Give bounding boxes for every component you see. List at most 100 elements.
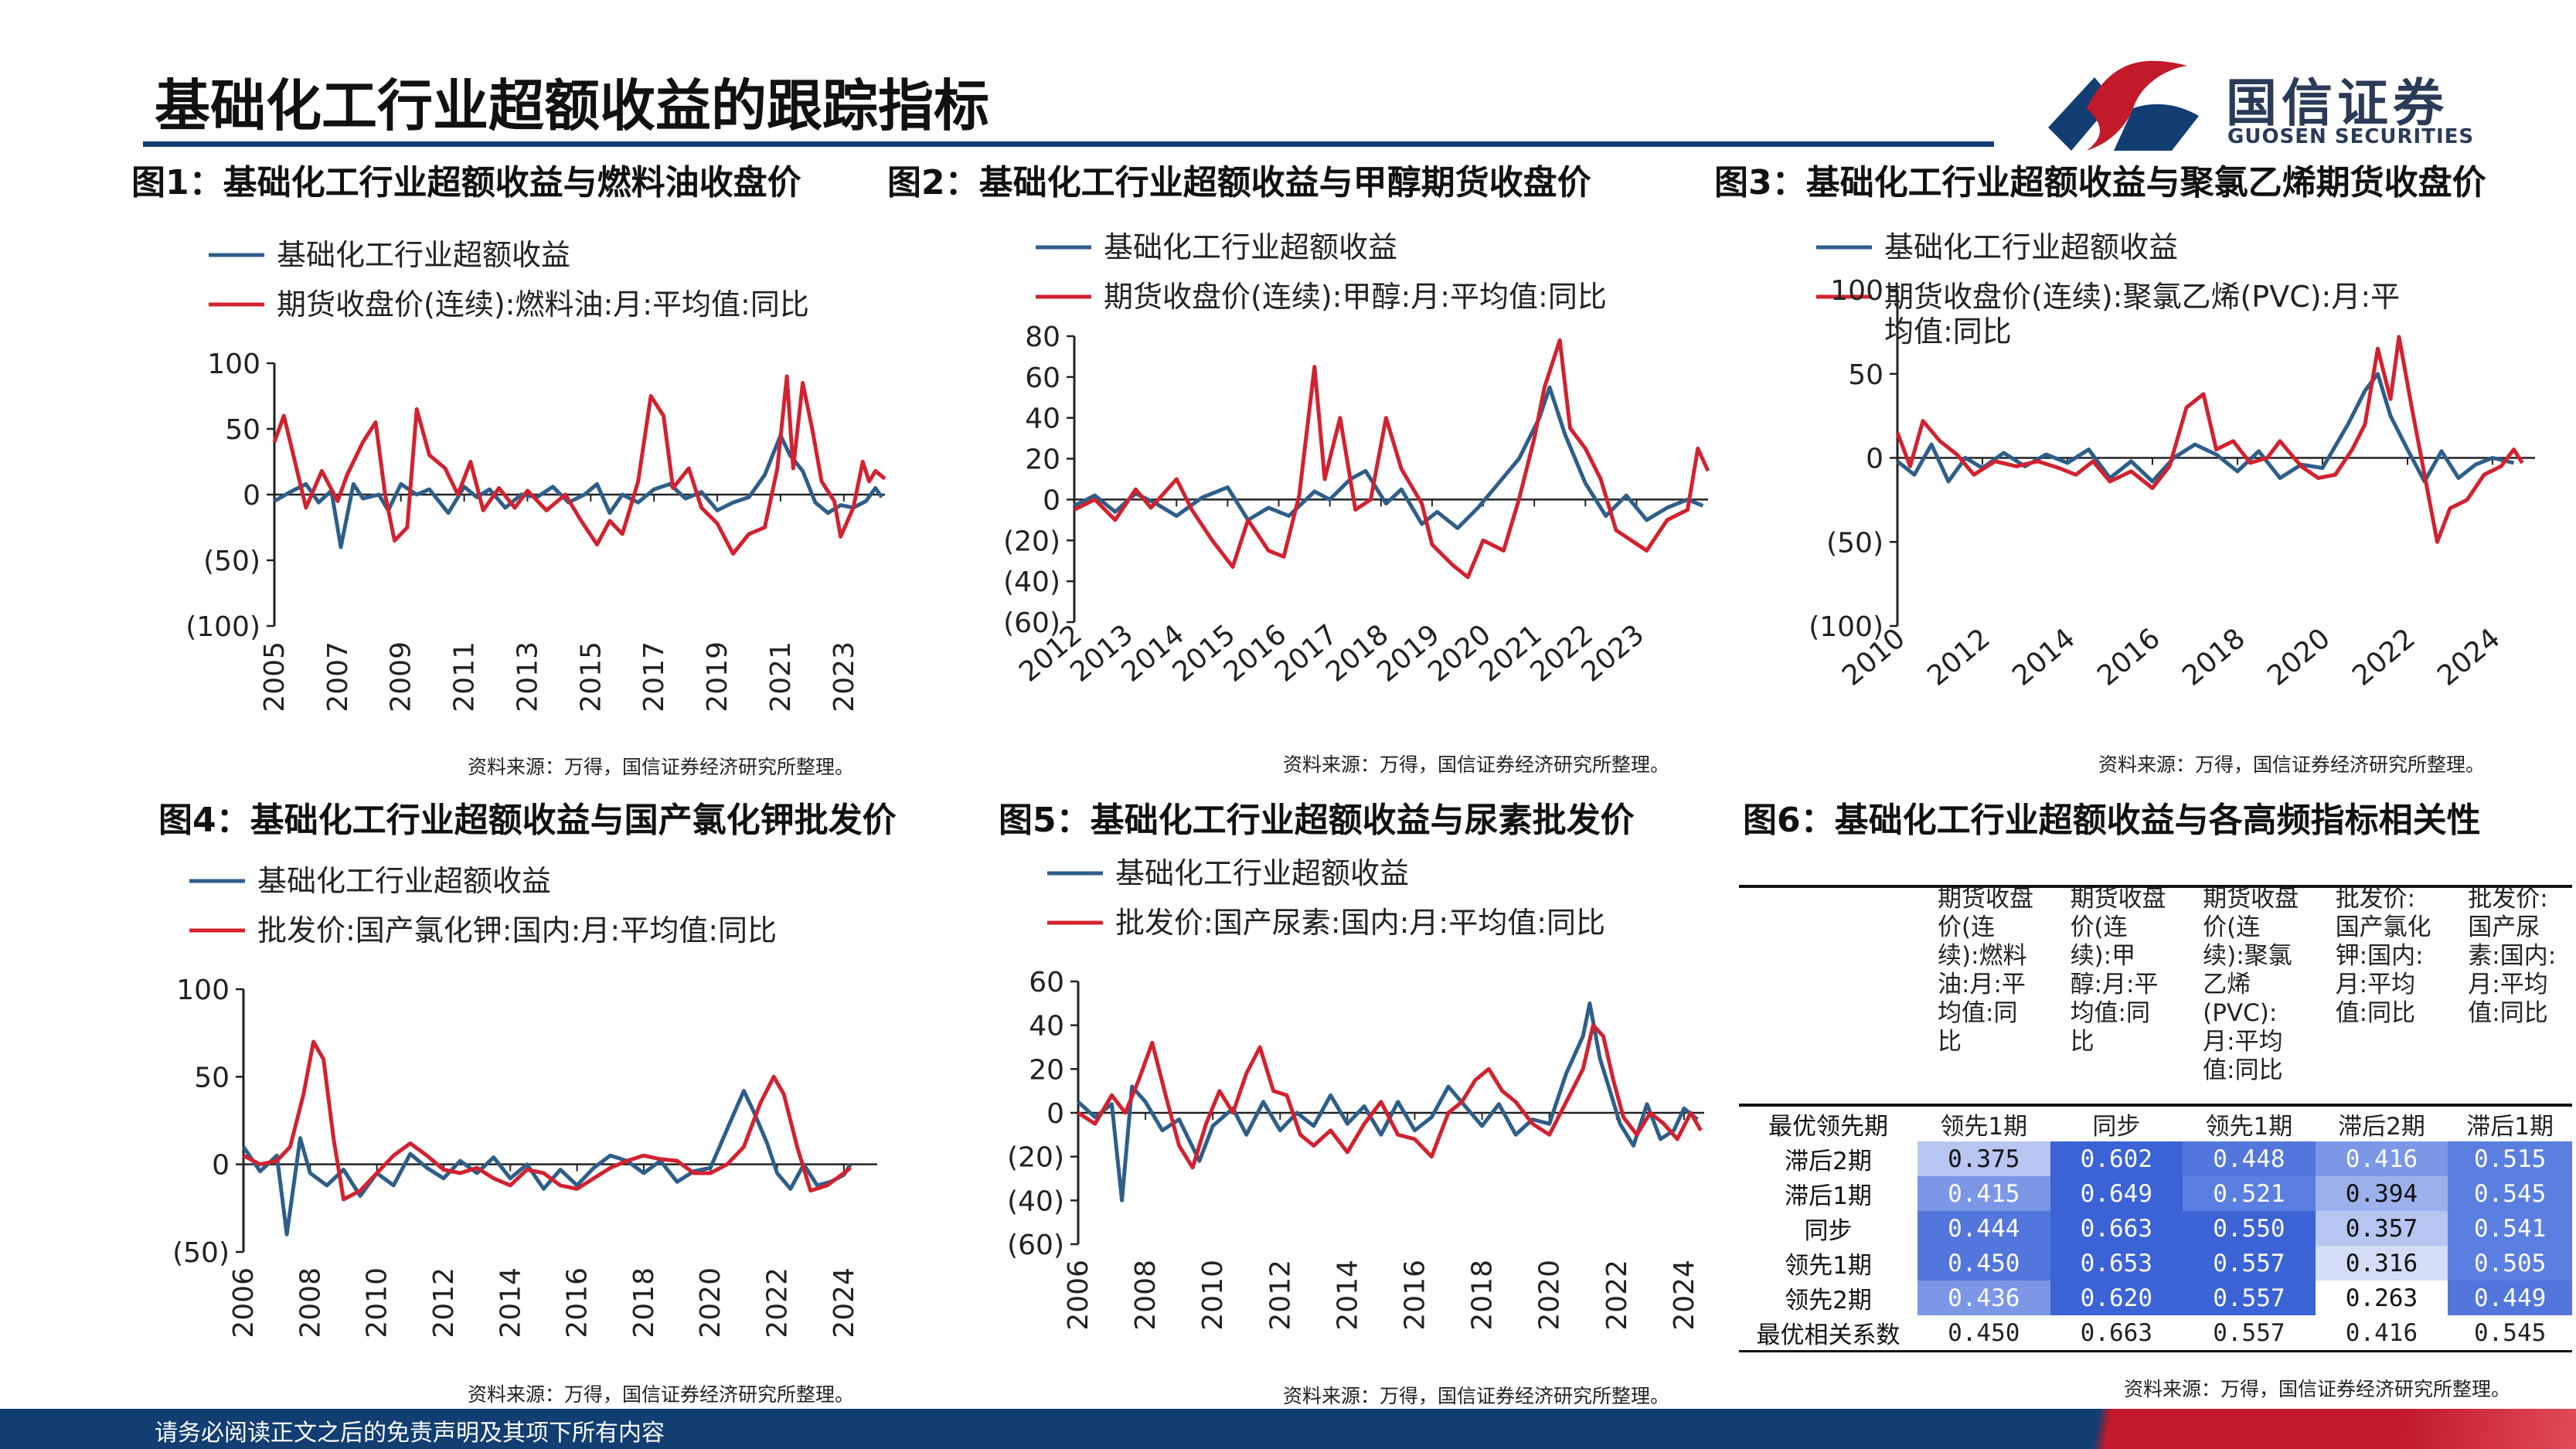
panel-1-title: 图1：基础化工行业超额收益与燃料油收盘价 xyxy=(131,163,801,202)
table-cell: 0.620 xyxy=(2050,1281,2183,1315)
table-cell: 0.541 xyxy=(2448,1211,2572,1246)
x-tick-label: 2016 xyxy=(562,1267,594,1338)
table-cell: 0.521 xyxy=(2183,1176,2316,1211)
table-cell: 0.545 xyxy=(2473,1318,2547,1347)
table-cell: 同步 xyxy=(2092,1113,2141,1141)
table-best-row: 最优相关系数 0.450 0.663 0.557 0.416 0.545 xyxy=(1739,1315,2572,1352)
table-row-label: 领先1期 xyxy=(1785,1252,1872,1280)
x-tick-label: 2018 xyxy=(2176,622,2251,692)
legend-label: 批发价:国产尿素:国内:月:平均值:同比 xyxy=(1115,906,1605,940)
y-tick-label: 0 xyxy=(212,1150,230,1182)
footer-disclaimer: 请务必阅读正文之后的免责声明及其项下所有内容 xyxy=(155,1420,665,1447)
source-note-5: 资料来源：万得，国信证券经济研究所整理。 xyxy=(1283,1385,1670,1407)
y-tick-label: 60 xyxy=(1025,362,1060,394)
series-line xyxy=(1073,338,1710,580)
y-tick-label: (50) xyxy=(203,546,260,577)
x-tick-label: 2009 xyxy=(386,641,417,713)
table-col-header: 期货收盘 价(连 续):甲 醇:月:平 均值:同比 xyxy=(2070,885,2166,1056)
y-tick-label: 60 xyxy=(1029,967,1064,998)
y-tick-label: 0 xyxy=(1046,1098,1064,1130)
y-tick-label: (100) xyxy=(185,611,260,643)
table-cell: 0.450 xyxy=(1918,1246,2050,1281)
x-tick-label: 2006 xyxy=(1063,1260,1094,1331)
table-row: 领先1期 0.450 0.653 0.557 0.316 0.505 xyxy=(1739,1246,2572,1281)
table-header-row: 期货收盘 价(连 续):燃料 油:月:平 均值:同比 期货收盘 价(连 续):甲 醇:月:平均… xyxy=(1739,885,2572,1105)
series-line xyxy=(272,374,886,556)
y-tick-label: (60) xyxy=(1003,607,1060,639)
x-tick-label: 2024 xyxy=(829,1267,860,1338)
series-line xyxy=(273,434,883,549)
y-tick-label: (50) xyxy=(172,1237,230,1269)
x-tick-label: 2021 xyxy=(765,641,797,713)
y-tick-label: 20 xyxy=(1029,1054,1064,1086)
logo-mark-icon xyxy=(2048,60,2199,151)
table-cell: 0.557 xyxy=(2183,1281,2316,1315)
y-tick-label: 40 xyxy=(1025,403,1060,435)
source-note-1: 资料来源：万得，国信证券经济研究所整理。 xyxy=(468,756,855,778)
x-tick-label: 2013 xyxy=(512,641,543,713)
table-row-label: 同步 xyxy=(1804,1217,1853,1245)
logo-name-en: GUOSEN SECURITIES xyxy=(2227,125,2475,148)
y-tick-label: 0 xyxy=(1043,485,1060,516)
x-tick-label: 2022 xyxy=(762,1267,794,1338)
x-tick-label: 2016 xyxy=(2091,622,2166,692)
brand-logo: 国信证券 GUOSEN SECURITIES xyxy=(2040,54,2535,155)
source-note-4: 资料来源：万得，国信证券经济研究所整理。 xyxy=(468,1383,855,1406)
x-tick-label: 2012 xyxy=(1921,622,1996,692)
legend-label: 期货收盘价(连续):聚氯乙烯(PVC):月:平均值:同比 xyxy=(1884,280,2400,349)
table-cell: 领先1期 xyxy=(2205,1113,2293,1141)
y-tick-label: 100 xyxy=(1830,275,1884,307)
table-cell: 0.649 xyxy=(2050,1176,2183,1211)
table-col-header: 批发价: 国产氯化 钾:国内: 月:平均 值:同比 xyxy=(2335,885,2431,1027)
legend-label: 期货收盘价(连续):甲醇:月:平均值:同比 xyxy=(1104,280,1607,314)
y-tick-label: 50 xyxy=(194,1062,230,1094)
table-row: 同步 0.444 0.663 0.550 0.357 0.541 xyxy=(1739,1211,2572,1246)
y-tick-label: 20 xyxy=(1025,444,1060,476)
panel-5-title: 图5：基础化工行业超额收益与尿素批发价 xyxy=(999,801,1635,840)
legend-label: 基础化工行业超额收益 xyxy=(257,864,551,898)
table-cell: 0.557 xyxy=(2183,1246,2316,1281)
table-cell: 滞后1期 xyxy=(2466,1113,2554,1141)
y-tick-label: (40) xyxy=(1003,566,1060,598)
x-tick-label: 2020 xyxy=(1534,1260,1566,1331)
table-cell: 0.557 xyxy=(2213,1318,2285,1347)
table-cell: 0.316 xyxy=(2315,1246,2448,1281)
table-cell: 0.663 xyxy=(2080,1318,2152,1347)
table-col-header: 期货收盘 价(连 续):聚氯 乙烯 (PVC): 月:平均 值:同比 xyxy=(2203,885,2299,1084)
x-tick-label: 2011 xyxy=(449,641,481,713)
table-top-rule xyxy=(1739,885,2572,888)
table-corner xyxy=(1739,885,1918,1105)
y-tick-label: (100) xyxy=(1809,611,1884,643)
y-tick-label: 0 xyxy=(243,480,260,512)
y-tick-label: (20) xyxy=(1003,526,1060,557)
x-tick-label: 2018 xyxy=(628,1267,660,1338)
x-tick-label: 2008 xyxy=(1130,1260,1162,1331)
x-tick-label: 2010 xyxy=(1197,1260,1229,1331)
x-tick-label: 2010 xyxy=(362,1267,393,1338)
series-line xyxy=(1077,1001,1699,1202)
y-tick-label: (60) xyxy=(1007,1230,1064,1261)
table-row-label: 最优相关系数 xyxy=(1756,1321,1901,1349)
series-line xyxy=(241,1089,852,1236)
legend-label: 期货收盘价(连续):燃料油:月:平均值:同比 xyxy=(277,287,809,321)
y-tick-label: 100 xyxy=(176,975,230,1006)
source-note-6: 资料来源：万得，国信证券经济研究所整理。 xyxy=(2124,1378,2511,1400)
correlation-table: 期货收盘 价(连 续):燃料 油:月:平 均值:同比 期货收盘 价(连 续):甲 醇:月:平均… xyxy=(1739,885,2572,1352)
table-cell: 0.449 xyxy=(2448,1281,2572,1315)
series-line xyxy=(1077,1023,1703,1170)
panel-2-title: 图2：基础化工行业超额收益与甲醇期货收盘价 xyxy=(887,163,1591,202)
legend-label: 批发价:国产氯化钾:国内:月:平均值:同比 xyxy=(257,913,777,947)
x-tick-label: 2014 xyxy=(495,1267,526,1338)
footer-accent xyxy=(1979,1409,2576,1449)
x-tick-label: 2007 xyxy=(322,641,354,713)
logo-name-cn: 国信证券 xyxy=(2226,73,2448,133)
x-tick-label: 2014 xyxy=(2006,622,2081,692)
series-line xyxy=(1895,335,2524,544)
table-cell: 0.416 xyxy=(2345,1318,2418,1347)
table-cell: 0.416 xyxy=(2315,1141,2448,1176)
series-line xyxy=(1073,385,1704,530)
table-cell: 0.444 xyxy=(1918,1211,2050,1246)
